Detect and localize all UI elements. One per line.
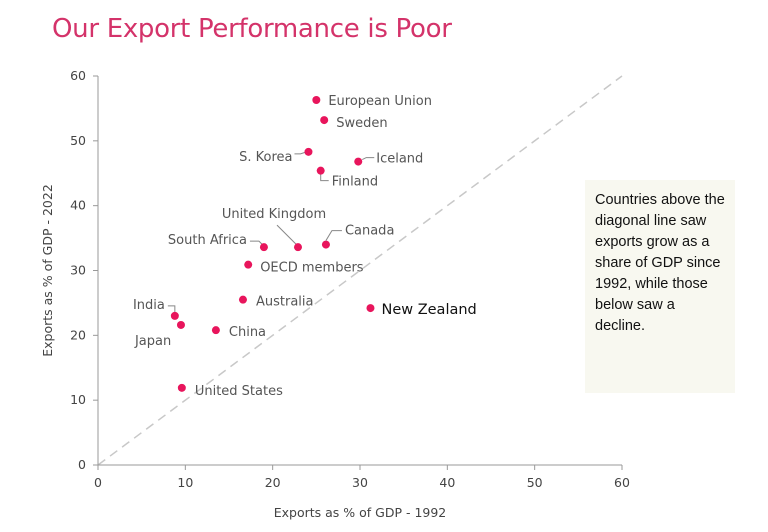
y-tick-label: 20	[70, 327, 86, 342]
point-label: Finland	[332, 175, 378, 190]
y-tick-label: 0	[78, 457, 86, 472]
x-tick-label: 0	[94, 475, 102, 490]
point-label: China	[229, 325, 266, 340]
y-tick-label: 30	[70, 263, 86, 278]
data-point	[366, 304, 375, 313]
point-label: South Africa	[168, 233, 247, 248]
point-label: OECD members	[260, 261, 364, 276]
leader-line	[276, 224, 298, 246]
leader-line	[325, 230, 342, 241]
x-tick-label: 40	[439, 475, 455, 490]
x-tick-label: 30	[352, 475, 368, 490]
point-label: Japan	[134, 334, 171, 349]
leader-line	[249, 240, 263, 245]
point-label: European Union	[328, 94, 432, 109]
y-tick-label: 50	[70, 133, 86, 148]
point-label: Canada	[345, 224, 394, 239]
point-label: Australia	[256, 295, 314, 310]
point-label: Sweden	[336, 116, 387, 131]
point-label: New Zealand	[381, 302, 476, 318]
leader-line	[167, 305, 176, 313]
point-label: United Kingdom	[222, 207, 326, 222]
point-label: Iceland	[376, 152, 423, 167]
x-tick-label: 60	[614, 475, 630, 490]
data-point	[316, 166, 325, 175]
data-point	[304, 147, 313, 156]
x-axis-label: Exports as % of GDP - 1992	[274, 505, 447, 520]
point-label: S. Korea	[239, 150, 292, 165]
data-point	[244, 260, 253, 269]
y-axis-label: Exports as % of GDP - 2022	[40, 184, 55, 357]
data-point	[177, 383, 186, 392]
leader-line	[294, 151, 307, 155]
x-tick-label: 50	[527, 475, 543, 490]
x-tick-label: 10	[177, 475, 193, 490]
data-point	[238, 295, 247, 304]
leader-line	[362, 157, 375, 161]
y-tick-label: 10	[70, 392, 86, 407]
data-point	[170, 311, 179, 320]
y-tick-label: 40	[70, 198, 86, 213]
data-point	[293, 243, 302, 252]
data-point	[176, 320, 185, 329]
x-tick-label: 20	[265, 475, 281, 490]
data-point	[354, 157, 363, 166]
data-point	[321, 240, 330, 249]
chart-title: Our Export Performance is Poor	[52, 14, 452, 44]
data-point	[259, 243, 268, 252]
data-point	[211, 326, 220, 335]
diagonal-reference-line	[97, 75, 623, 466]
data-point	[320, 116, 329, 125]
leader-line	[320, 173, 329, 182]
data-point	[312, 95, 321, 104]
y-tick-label: 60	[70, 68, 86, 83]
point-label: India	[133, 298, 165, 313]
annotation-box: Countries above the diagonal line saw ex…	[585, 180, 735, 393]
point-label: United States	[195, 384, 283, 399]
